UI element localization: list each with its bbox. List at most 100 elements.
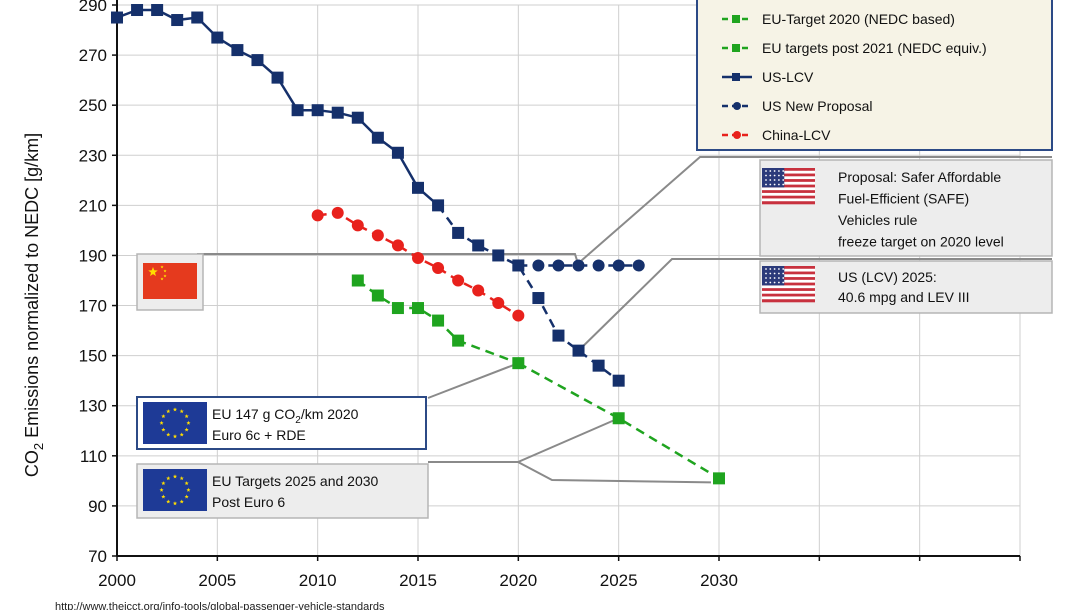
flag-stripe [762,266,815,270]
flag-star [782,281,785,284]
flag-field [143,263,197,299]
marker-eu2020-2016 [432,314,445,327]
y-tick-label-290: 290 [79,0,107,15]
flag-star [778,281,780,284]
flag-star [765,179,767,181]
flag-star [782,272,785,275]
flag-star [166,499,171,504]
marker-uslcv-2006 [231,44,244,57]
flag-star [184,481,189,486]
flag-star [773,183,776,186]
flag-star [773,268,776,270]
marker-usproj-2022 [552,329,565,342]
annotation-eupost-line-2: Post Euro 6 [212,494,285,510]
marker-china-2016 [432,261,445,274]
flag-star [163,269,167,273]
flag-star [159,420,164,425]
marker-usnew-2021 [532,259,545,272]
legend: EU-Target 2020 (NEDC based) EU targets po… [696,0,1053,151]
marker-usproj-2018 [472,239,485,252]
marker-uslcv-2005 [211,31,224,44]
y-tick-label-230: 230 [79,146,107,165]
annotation-us2025-line-1: US (LCV) 2025: [838,269,937,285]
flag-star [773,174,776,177]
flag-star [179,476,184,481]
marker-china-2020 [512,309,525,322]
flag-star [765,183,767,186]
annotation-us2025: US (LCV) 2025: 40.6 mpg and LEV III [759,260,1053,314]
marker-eupost-2025 [612,412,625,425]
flag-star [773,272,776,275]
series-eu2020 [351,274,525,370]
source-url: http://www.theicct.org/info-tools/global… [55,601,385,610]
marker-usproj-2023 [572,344,585,357]
flag-stripe [762,288,815,292]
series-line-usproj [437,204,620,382]
marker-usproj-2025 [612,374,625,387]
marker-uslcv-2003 [171,14,184,27]
y-axis-label: CO2 Emissions normalized to NEDC [g/km] [22,133,46,477]
marker-eu2020-2017 [452,334,465,347]
flag-star [172,474,178,479]
flag-star [769,183,772,186]
y-tick-label-130: 130 [79,397,107,416]
flag-stripe [762,271,815,275]
flag-stripe [762,285,815,289]
y-tick-label-190: 190 [79,246,107,265]
x-tick-label-2015: 2015 [399,571,437,590]
marker-uslcv-2012 [351,111,364,124]
flag-stripe [762,187,815,191]
annotation-eu2020-line-1: EU 147 g CO2/km 2020 [212,406,359,426]
flag-star [769,170,772,172]
flag-star [773,170,776,172]
marker-uslcv-2008 [271,71,284,84]
marker-uslcv-2013 [371,131,384,144]
marker-uslcv-2002 [151,4,164,17]
flag-stripe [762,184,815,188]
legend-item-usnew: US New Proposal [722,98,873,114]
flag-star [148,267,158,277]
marker-eu2020-2014 [391,302,404,315]
marker-eu2020-2020 [512,357,525,370]
flag-star [782,268,785,270]
marker-usnew-2024 [592,259,605,272]
marker-usnew-2023 [572,259,585,272]
flag-star [166,432,171,437]
marker-usnew-2022 [552,259,565,272]
series-group [111,4,725,485]
china-flag [143,263,197,299]
marker-eu2020-2013 [371,289,384,302]
marker-uslcv-2007 [251,54,264,67]
flag-star [778,277,780,279]
flag-star [778,170,780,172]
marker-usproj-2017 [452,226,465,239]
y-tick-label-110: 110 [80,447,107,466]
legend-swatch-marker-china [733,131,741,139]
marker-uslcv-2009 [291,104,304,117]
flag-star [782,183,785,186]
legend-swatch-marker-eu2020 [732,15,740,23]
flag-stripe [762,195,815,199]
y-tick-label-270: 270 [79,46,107,65]
flag-stripe [762,296,815,300]
flag-star [765,174,767,177]
flag-star [160,265,164,269]
us-flag-safe [762,168,815,205]
marker-uslcv-2004 [191,11,204,24]
flag-star [769,179,772,181]
x-tick-label-2020: 2020 [499,571,537,590]
marker-china-2018 [472,284,485,297]
flag-star [160,277,164,281]
x-tick-label-2010: 2010 [299,571,337,590]
marker-usproj-2019 [492,249,505,262]
legend-swatch-marker-usnew [733,102,741,110]
marker-china-2011 [331,206,344,219]
flag-star [765,268,767,270]
legend-box [696,0,1053,151]
flag-star [769,281,772,284]
flag-star [161,414,166,419]
flag-stripe [762,293,815,297]
eu-flag-2020 [143,402,207,444]
legend-label-china: China-LCV [762,127,831,143]
